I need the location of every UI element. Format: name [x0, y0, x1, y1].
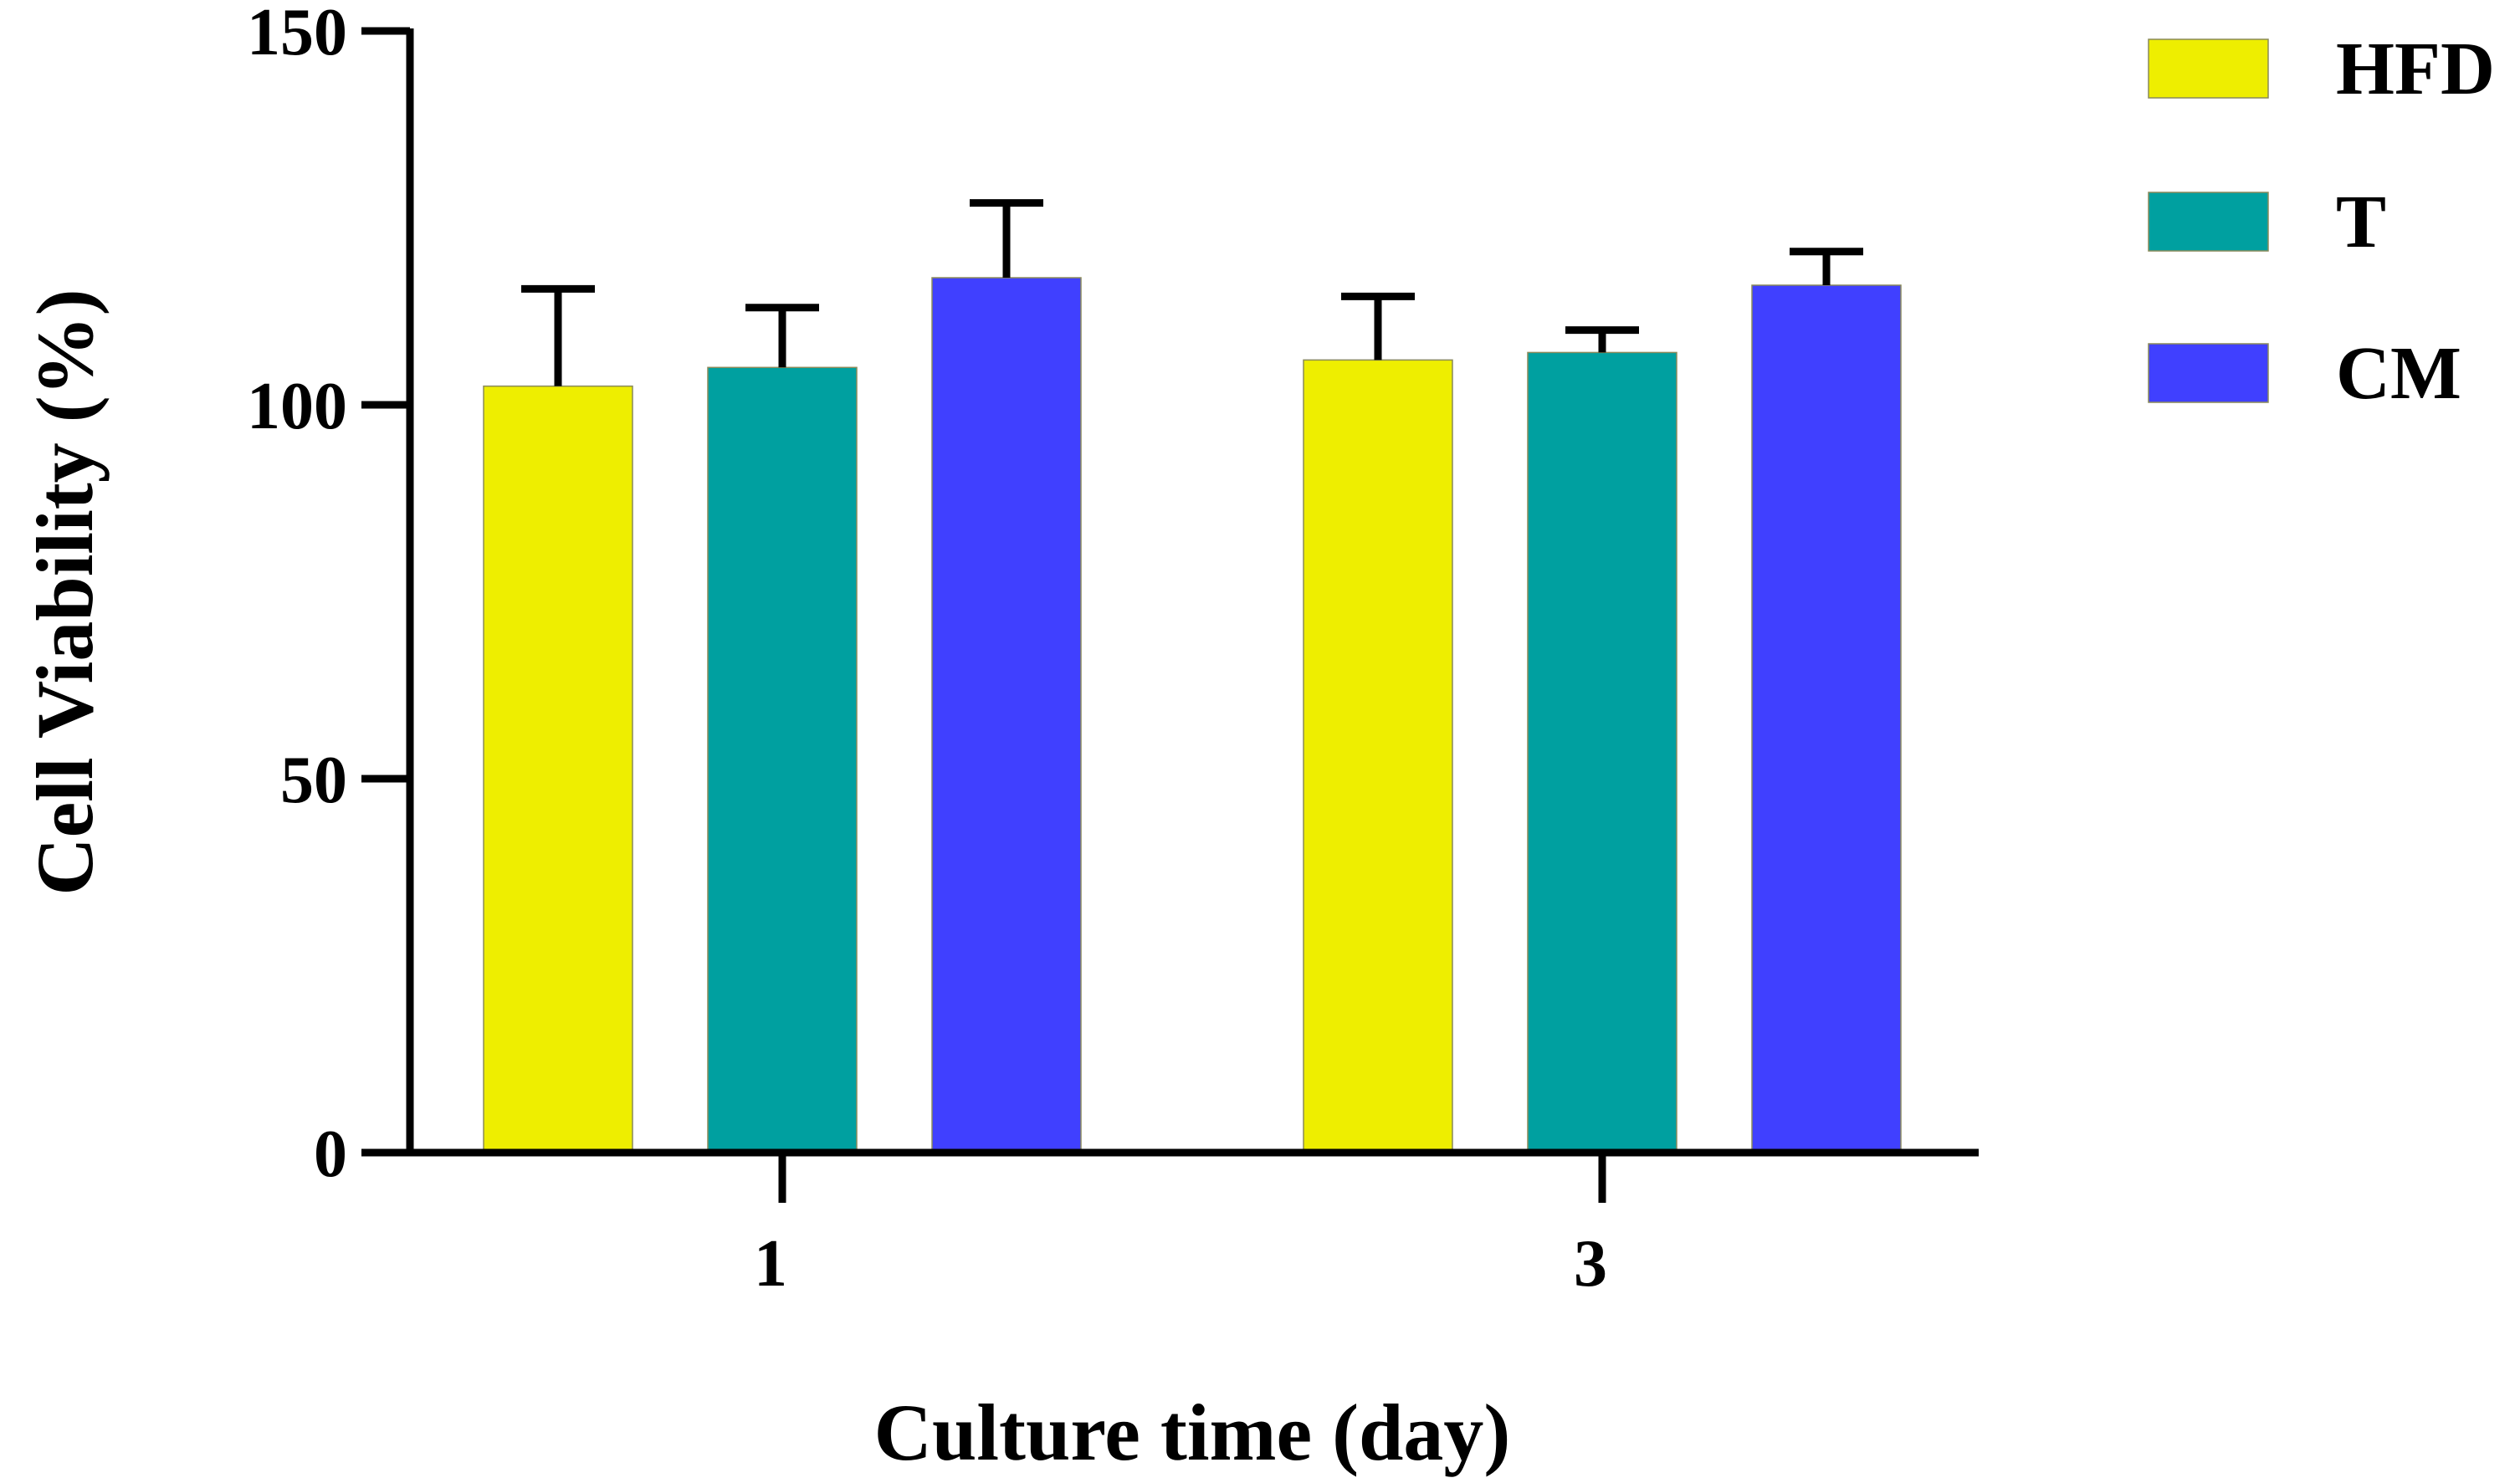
- y-tick-label: 150: [247, 0, 347, 69]
- legend-label-t: T: [2336, 181, 2386, 263]
- y-tick-label: 100: [247, 370, 347, 443]
- axes: [406, 28, 1979, 1157]
- bar-hfd-3: [1303, 359, 1453, 1153]
- legend: HFD T CM: [2148, 28, 2495, 415]
- y-tick-label: 50: [280, 744, 347, 817]
- x-tick-label: 3: [1574, 1227, 1607, 1301]
- y-axis-title: Cell Viability (%): [20, 289, 110, 895]
- legend-swatch-t: [2148, 192, 2269, 252]
- bar-t-1: [707, 366, 858, 1153]
- legend-swatch-hfd: [2148, 38, 2269, 99]
- y-ticks: 0 50 100 150: [247, 0, 410, 1191]
- y-tick-label: 0: [314, 1117, 347, 1191]
- bar-hfd-1: [483, 385, 633, 1153]
- error-bars: [521, 199, 1863, 386]
- bar-cm-3: [1751, 284, 1902, 1153]
- legend-label-hfd: HFD: [2336, 28, 2495, 110]
- bar-cm-1: [931, 277, 1082, 1153]
- legend-label-cm: CM: [2336, 332, 2461, 415]
- bar-t-3: [1527, 351, 1677, 1153]
- x-tick-label: 1: [754, 1227, 787, 1301]
- bars: [483, 277, 1902, 1153]
- x-axis-title: Culture time (day): [874, 1388, 1511, 1477]
- legend-swatch-cm: [2148, 343, 2269, 403]
